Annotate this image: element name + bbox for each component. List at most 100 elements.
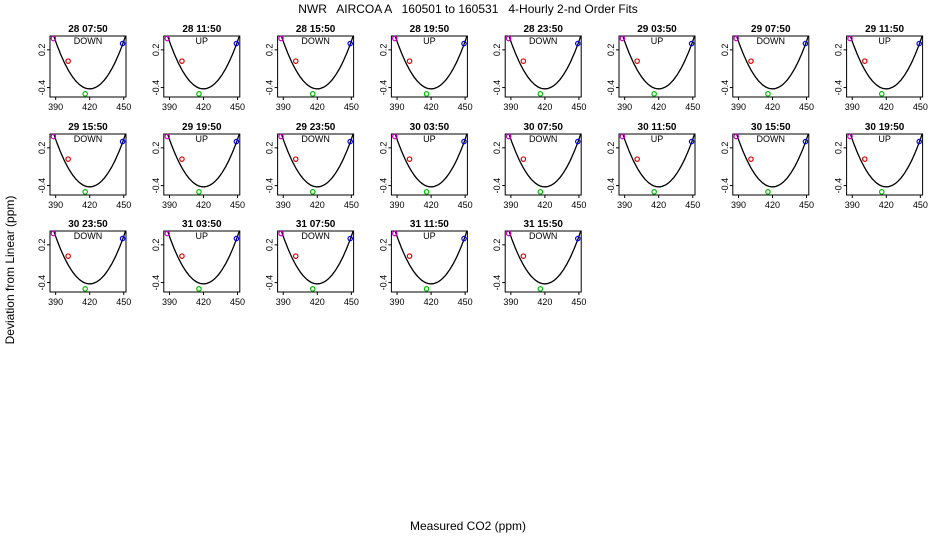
x-tick-label: 450	[458, 102, 473, 112]
panel-direction: UP	[423, 231, 436, 241]
y-tick-label: 0.2	[606, 44, 616, 57]
y-tick-label: -0.4	[834, 80, 844, 96]
point-low	[619, 133, 626, 140]
point-high	[802, 40, 809, 47]
point-low	[505, 35, 512, 42]
x-tick-label: 420	[82, 297, 97, 307]
point-mid	[406, 253, 413, 259]
fit-curve	[53, 231, 126, 285]
panel-direction: DOWN	[757, 134, 786, 144]
panel-direction: DOWN	[529, 134, 558, 144]
y-tick-label: 0.2	[720, 142, 730, 155]
y-tick-label: 0.2	[37, 142, 47, 155]
panel-title: 30 15:50	[751, 122, 791, 133]
point-low	[278, 230, 284, 237]
point-center	[651, 91, 657, 97]
fit-curve	[166, 36, 240, 90]
point-mid	[861, 156, 868, 162]
x-tick-label: 390	[276, 102, 291, 112]
point-mid	[65, 253, 71, 259]
panel-title: 29 15:50	[68, 122, 108, 133]
y-tick-label: 0.2	[492, 142, 502, 155]
y-tick-label: 0.2	[265, 142, 275, 155]
fit-curve	[508, 231, 582, 285]
y-tick-label: -0.4	[834, 178, 844, 194]
point-high	[233, 138, 240, 145]
point-high	[688, 138, 695, 145]
point-low	[619, 35, 626, 42]
point-mid	[520, 58, 527, 64]
fit-curve	[508, 36, 582, 90]
point-center	[765, 189, 771, 195]
fit-curve	[53, 134, 126, 188]
y-tick-label: -0.4	[37, 178, 47, 194]
x-tick-label: 390	[390, 297, 405, 307]
x-tick-label: 450	[230, 297, 245, 307]
point-high	[574, 235, 581, 242]
point-high	[461, 138, 467, 145]
y-tick-label: -0.4	[720, 178, 730, 194]
panel-frame	[390, 133, 468, 196]
fit-curve	[622, 36, 695, 90]
fit-curve	[849, 36, 923, 90]
x-tick-label: 390	[48, 297, 63, 307]
x-tick-label: 450	[344, 297, 359, 307]
point-high	[574, 138, 581, 145]
panel-direction: UP	[196, 36, 209, 46]
panel-direction: UP	[878, 134, 891, 144]
x-tick-label: 420	[310, 297, 325, 307]
point-low	[733, 35, 740, 42]
point-mid	[520, 253, 527, 259]
point-center	[82, 91, 88, 97]
point-low	[392, 230, 398, 237]
x-tick-label: 420	[537, 297, 552, 307]
panel-title: 30 07:50	[523, 122, 563, 133]
y-tick-label: 0.2	[492, 239, 502, 252]
x-tick-label: 450	[685, 102, 700, 112]
x-tick-label: 420	[424, 200, 439, 210]
point-mid	[179, 58, 185, 64]
fit-curve	[394, 134, 468, 188]
x-tick-label: 390	[162, 102, 177, 112]
x-tick-label: 450	[685, 200, 700, 210]
point-low	[847, 35, 853, 42]
point-low	[733, 133, 740, 140]
x-tick-label: 450	[116, 200, 131, 210]
panel-title: 30 23:50	[68, 219, 108, 230]
x-tick-label: 450	[799, 200, 814, 210]
x-tick-label: 450	[116, 297, 131, 307]
point-mid	[406, 58, 413, 64]
panel-frame	[504, 35, 582, 98]
point-mid	[861, 58, 868, 64]
point-low	[50, 230, 57, 237]
y-tick-label: -0.4	[151, 178, 161, 194]
point-mid	[520, 156, 527, 162]
point-center	[537, 189, 544, 195]
panel-title: 30 19:50	[865, 122, 905, 133]
x-tick-label: 390	[503, 200, 518, 210]
point-low	[278, 133, 284, 140]
panel-direction: UP	[196, 134, 209, 144]
y-tick-label: -0.4	[265, 178, 275, 194]
x-tick-label: 390	[617, 102, 632, 112]
point-low	[392, 35, 398, 42]
x-tick-label: 420	[651, 102, 666, 112]
point-high	[916, 138, 922, 145]
point-center	[423, 286, 430, 292]
point-mid	[292, 156, 299, 162]
panel-frame	[618, 35, 696, 98]
point-mid	[634, 156, 640, 162]
chart-title: NWR AIRCOA A 160501 to 160531 4-Hourly 2…	[298, 2, 638, 16]
x-tick-label: 420	[196, 102, 211, 112]
y-tick-label: 0.2	[37, 44, 47, 57]
x-tick-label: 390	[276, 297, 291, 307]
panel-title: 31 03:50	[182, 219, 222, 230]
x-tick-label: 450	[799, 102, 814, 112]
x-tick-label: 390	[731, 200, 746, 210]
panel-frame	[277, 230, 355, 293]
